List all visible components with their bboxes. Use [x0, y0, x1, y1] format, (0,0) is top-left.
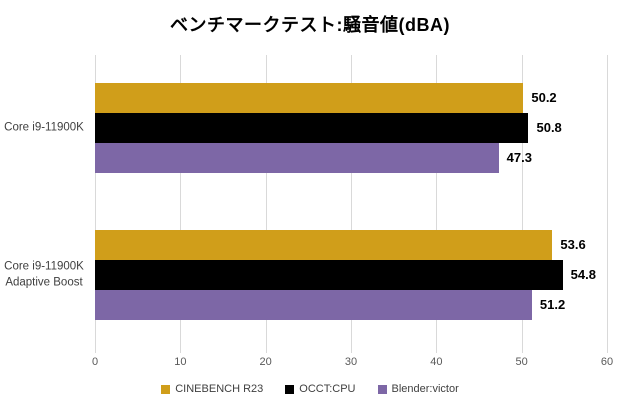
- chart-legend: CINEBENCH R23 OCCT:CPU Blender:victor: [0, 383, 620, 395]
- axis-tick-0: [95, 348, 96, 353]
- x-tick-label-30: 30: [344, 356, 358, 368]
- category-label-core-i9-11900k: Core i9-11900K: [4, 121, 84, 134]
- gridline-x-0: [95, 55, 96, 348]
- legend-swatch-blender-victor: [377, 384, 387, 394]
- axis-tick-40: [436, 348, 438, 353]
- gridline-x-60: [607, 55, 608, 348]
- data-label-cinebench-r23-core-i9-11900k: 50.2: [531, 90, 557, 106]
- gridline-x-20: [265, 55, 267, 348]
- category-label-core-i9-11900k-adaptive-boost: Core i9-11900K Adaptive Boost: [4, 260, 84, 289]
- axis-tick-60: [607, 348, 608, 353]
- gridline-x-30: [351, 55, 352, 348]
- data-label-occt-cpu-core-i9-11900k-adaptive-boost: 54.8: [570, 266, 596, 282]
- chart-title: ベンチマークテスト:騒音値(dBA): [170, 15, 450, 35]
- gridline-x-50: [521, 55, 523, 348]
- legend-swatch-occt-cpu: [285, 384, 295, 394]
- gridline-x-40: [436, 55, 438, 348]
- bar-blender-victor-core-i9-11900k: [95, 143, 499, 174]
- x-tick-label-60: 60: [600, 356, 614, 368]
- data-label-cinebench-r23-core-i9-11900k-adaptive-boost: 53.6: [560, 236, 586, 252]
- legend-item-cinebench-r23: CINEBENCH R23: [161, 383, 263, 395]
- legend-swatch-cinebench-r23: [161, 384, 171, 394]
- bar-occt-cpu-core-i9-11900k: [95, 113, 529, 144]
- axis-tick-30: [351, 348, 352, 353]
- axis-tick-50: [521, 348, 523, 353]
- legend-label-occt-cpu: OCCT:CPU: [299, 383, 356, 395]
- data-label-blender-victor-core-i9-11900k: 47.3: [506, 150, 532, 166]
- bar-blender-victor-core-i9-11900k-adaptive-boost: [95, 289, 532, 320]
- data-label-occt-cpu-core-i9-11900k: 50.8: [536, 120, 562, 136]
- gridline-x-10: [180, 55, 182, 348]
- bar-cinebench-r23-core-i9-11900k: [95, 83, 524, 114]
- data-label-blender-victor-core-i9-11900k-adaptive-boost: 51.2: [539, 296, 566, 312]
- legend-item-blender-victor: Blender:victor: [377, 383, 459, 395]
- legend-label-blender-victor: Blender:victor: [391, 383, 459, 395]
- axis-tick-20: [265, 348, 267, 353]
- x-tick-label-40: 40: [430, 356, 443, 368]
- legend-label-cinebench-r23: CINEBENCH R23: [175, 383, 264, 395]
- axis-tick-10: [180, 348, 182, 353]
- x-tick-label-0: 0: [91, 356, 99, 368]
- x-tick-label-50: 50: [515, 356, 528, 368]
- x-tick-label-20: 20: [259, 356, 272, 368]
- bar-cinebench-r23-core-i9-11900k-adaptive-boost: [95, 229, 553, 260]
- x-tick-label-10: 10: [174, 356, 187, 368]
- legend-item-occt-cpu: OCCT:CPU: [285, 383, 356, 395]
- bar-occt-cpu-core-i9-11900k-adaptive-boost: [95, 259, 563, 290]
